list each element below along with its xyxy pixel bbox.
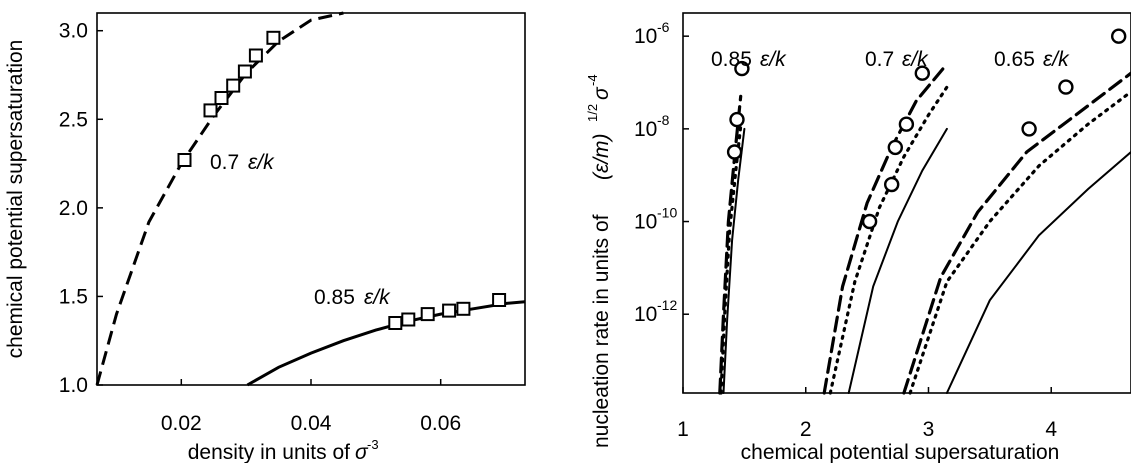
svg-text:0.85: 0.85 bbox=[711, 48, 752, 71]
right-solid-line-1 bbox=[847, 127, 948, 394]
right-y-tick-exponent: -12 bbox=[657, 297, 677, 313]
right-dotted-line-1 bbox=[828, 85, 949, 395]
right-x-ticks: 1 2 3 4 bbox=[677, 387, 1057, 441]
left-y-axis-label: chemical potential supersaturation bbox=[4, 40, 27, 359]
left-series-line-1 bbox=[246, 300, 526, 387]
svg-text:σ: σ bbox=[590, 86, 613, 100]
svg-text:0.65: 0.65 bbox=[994, 48, 1035, 71]
right-dotted-line-2 bbox=[908, 90, 1131, 395]
left-series-0-marker bbox=[237, 64, 252, 79]
left-series-1-marker bbox=[401, 312, 416, 327]
left-series-line-0 bbox=[95, 11, 344, 386]
right-x-tick-label: 3 bbox=[923, 418, 935, 441]
svg-text:ε/k: ε/k bbox=[902, 48, 929, 71]
right-x-axis-label: chemical potential supersaturation bbox=[741, 441, 1060, 463]
left-series-1-marker bbox=[442, 303, 457, 318]
right-y-tick-exponent: -8 bbox=[657, 112, 670, 128]
right-circle-marker-0 bbox=[734, 60, 750, 77]
right-dashed-line-1 bbox=[822, 62, 949, 395]
left-series-1-marker bbox=[456, 301, 471, 316]
left-series-0-marker bbox=[266, 30, 281, 45]
right-circle-marker-1 bbox=[884, 176, 900, 193]
left-y-ticks: 1.0 1.5 2.0 2.5 3.0 bbox=[59, 20, 103, 397]
right-x-tick-label: 2 bbox=[800, 418, 812, 441]
svg-text:ε/k: ε/k bbox=[248, 151, 275, 174]
curve-label-0.85: 0.85 ε/k bbox=[314, 286, 391, 309]
left-series-0-marker bbox=[177, 153, 192, 167]
left-y-tick-label: 2.0 bbox=[59, 197, 88, 220]
right-y-tick-exponent: -10 bbox=[657, 205, 677, 221]
left-series-1-marker bbox=[492, 293, 507, 307]
svg-text:ε/k: ε/k bbox=[1043, 48, 1070, 71]
right-solid-line-2 bbox=[945, 151, 1131, 394]
right-circle-marker-0 bbox=[726, 144, 743, 160]
left-y-tick-label: 2.5 bbox=[59, 108, 88, 131]
left-series-0-marker bbox=[203, 103, 218, 118]
svg-text:0.7: 0.7 bbox=[210, 151, 239, 174]
right-y-axis-label: nucleation rate in units of (ε/m) 1/2 σ … bbox=[585, 74, 613, 448]
right-circle-marker-2 bbox=[1058, 79, 1074, 95]
left-series-0-marker bbox=[214, 91, 229, 105]
curve-label-group-0.7: 0.7 ε/k bbox=[865, 48, 929, 71]
curve-label-group-0.85: 0.85 ε/k bbox=[711, 48, 787, 71]
right-circle-marker-0 bbox=[729, 111, 745, 128]
right-x-tick-label: 1 bbox=[677, 418, 689, 441]
right-dashed-line-0 bbox=[718, 94, 743, 395]
left-y-tick-label: 1.5 bbox=[59, 285, 88, 308]
curve-label-group-0.65: 0.65 ε/k bbox=[994, 48, 1070, 71]
svg-text:nucleation rate in units of: nucleation rate in units of bbox=[590, 214, 613, 448]
svg-text:ε/k: ε/k bbox=[364, 286, 391, 309]
svg-text:0.85: 0.85 bbox=[314, 286, 355, 309]
left-x-tick-label: 0.04 bbox=[291, 412, 332, 435]
right-solid-line-0 bbox=[722, 127, 746, 394]
left-series-1-marker bbox=[388, 316, 403, 330]
right-y-tick-label: 10 bbox=[634, 303, 657, 326]
left-x-tick-label: 0.06 bbox=[420, 412, 461, 435]
right-x-tick-label: 4 bbox=[1045, 418, 1057, 441]
right-circle-marker-1 bbox=[887, 139, 903, 156]
left-x-axis-label-exponent: -3 bbox=[367, 437, 379, 452]
left-series-1-marker bbox=[420, 307, 435, 322]
right-circle-marker-1 bbox=[861, 213, 878, 230]
svg-text:(ε/m): (ε/m) bbox=[590, 133, 613, 180]
left-series-layer bbox=[95, 11, 526, 387]
svg-text:-4: -4 bbox=[585, 74, 600, 86]
curve-label-0.7: 0.7 ε/k bbox=[210, 151, 275, 174]
right-y-tick-label: 10 bbox=[634, 118, 657, 141]
right-circle-marker-1 bbox=[898, 116, 915, 132]
right-circle-marker-1 bbox=[914, 65, 930, 81]
right-plot-frame bbox=[682, 12, 1131, 394]
left-series-0-marker bbox=[248, 48, 263, 63]
left-y-tick-label: 1.0 bbox=[59, 374, 88, 397]
left-x-tick-label: 0.02 bbox=[161, 412, 202, 435]
right-circle-marker-2 bbox=[1021, 121, 1037, 137]
right-series-layer bbox=[718, 28, 1131, 395]
left-series-0-marker bbox=[226, 78, 241, 93]
left-chart-panel: 0.02 0.04 0.06 1.0 1.5 2.0 2.5 3.0 density in … bbox=[4, 11, 526, 463]
right-dashed-line-2 bbox=[902, 71, 1131, 395]
right-y-tick-label: 10 bbox=[634, 25, 657, 48]
left-x-ticks: 0.02 0.04 0.06 bbox=[161, 379, 461, 435]
left-y-tick-label: 3.0 bbox=[59, 20, 88, 43]
left-x-axis-label-symbol: σ bbox=[355, 441, 369, 463]
left-x-axis-label: density in units of bbox=[188, 441, 350, 463]
right-y-tick-label: 10 bbox=[634, 211, 657, 234]
right-y-tick-exponent: -6 bbox=[657, 19, 670, 35]
right-circle-marker-2 bbox=[1110, 28, 1127, 44]
svg-text:ε/k: ε/k bbox=[760, 48, 787, 71]
svg-text:0.7: 0.7 bbox=[865, 48, 894, 71]
svg-text:1/2: 1/2 bbox=[585, 104, 600, 122]
